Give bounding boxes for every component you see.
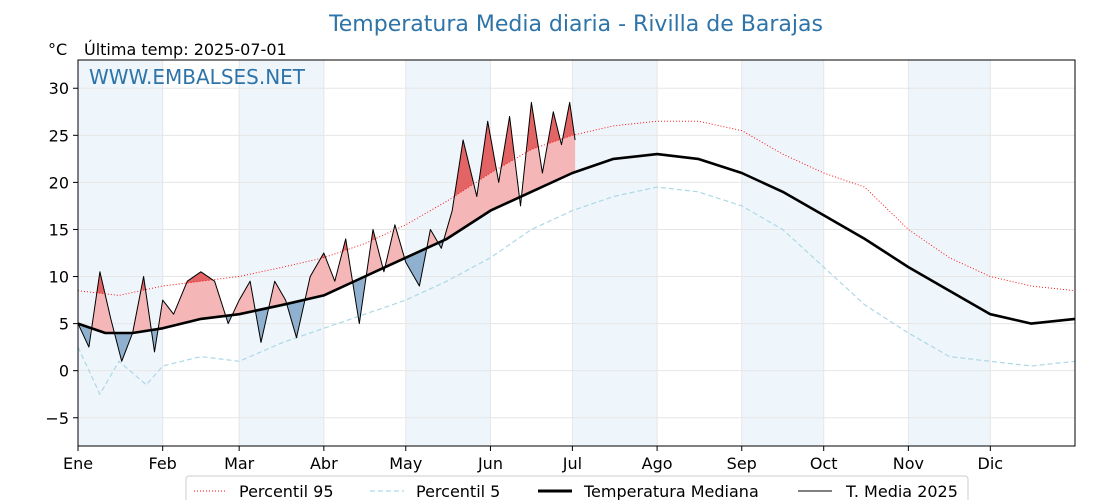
series-lines (77, 101, 1076, 396)
month-band (239, 60, 324, 446)
legend: Percentil 95 Percentil 5 Temperatura Med… (185, 475, 969, 500)
above-median-fill (90, 271, 114, 338)
month-band (908, 60, 991, 446)
series-percentil-95 (77, 120, 1076, 296)
y-axis-ticks: −5 0 5 10 15 20 25 30 (45, 79, 78, 428)
y-tick-label: 30 (49, 79, 69, 98)
above-p95-fill (562, 102, 574, 139)
x-tick-label: Jun (477, 454, 503, 473)
x-tick-label: Mar (224, 454, 255, 473)
y-tick-label: 5 (59, 315, 69, 334)
plot-background (78, 60, 991, 446)
series-t-media-2025 (77, 101, 576, 362)
above-p95-fill (501, 116, 514, 167)
below-median-fill (352, 275, 367, 324)
series-percentil-5 (77, 186, 1076, 396)
y-tick-label: 25 (49, 126, 69, 145)
x-tick-label: Abr (310, 454, 338, 473)
above-p95-fill (97, 271, 104, 294)
month-band (741, 60, 824, 446)
above-p95-fill (547, 111, 561, 144)
legend-label-p95: Percentil 95 (239, 482, 334, 500)
x-tick-label: Sep (727, 454, 757, 473)
x-tick-label: Jul (562, 454, 582, 473)
y-tick-label: −5 (45, 409, 69, 428)
legend-label-p5: Percentil 5 (416, 482, 500, 500)
y-unit-label: °C (48, 40, 67, 59)
above-p95-fill (142, 276, 145, 291)
x-axis-ticks: Ene Feb Mar Abr May Jun Jul Ago Sep Oct Nov Dic (63, 446, 1003, 473)
above-median-fill (157, 271, 226, 335)
x-tick-label: May (389, 454, 422, 473)
legend-label-median: Temperatura Mediana (583, 482, 759, 500)
above-median-fill (442, 116, 520, 244)
above-p95-fill (454, 140, 473, 196)
y-tick-label: 0 (59, 362, 69, 381)
above-median-fill (426, 229, 438, 251)
below-median-fill (113, 329, 132, 362)
above-median-fill (230, 281, 255, 318)
above-p95-fill (527, 102, 539, 152)
plot-frame (77, 59, 1076, 447)
x-tick-label: Nov (893, 454, 924, 473)
watermark: WWW.EMBALSES.NET (89, 65, 306, 89)
above-median-fill (304, 238, 353, 302)
chart-title: Temperatura Media diaria - Rivilla de Ba… (328, 12, 823, 37)
above-p95-fill (187, 271, 212, 283)
month-band (572, 60, 658, 446)
series-temperatura-mediana (77, 152, 1076, 335)
grid-lines (77, 60, 1075, 446)
y-tick-label: 10 (49, 268, 69, 287)
x-tick-label: Oct (810, 454, 838, 473)
x-tick-label: Ene (63, 454, 93, 473)
above-median-fill (366, 229, 383, 277)
above-p95-fill (479, 121, 496, 181)
x-tick-label: Dic (978, 454, 1004, 473)
below-median-fill (285, 299, 305, 338)
x-tick-label: Ago (642, 454, 673, 473)
below-median-fill (225, 315, 231, 324)
legend-label-current: T. Media 2025 (845, 482, 958, 500)
legend-box (185, 475, 969, 500)
y-tick-label: 15 (49, 220, 69, 239)
month-band (78, 60, 163, 446)
last-temp-label: Última temp: 2025-07-01 (84, 40, 287, 59)
x-tick-label: Feb (149, 454, 177, 473)
y-tick-label: 20 (49, 173, 69, 192)
below-median-fill (254, 304, 268, 343)
anomaly-fills (78, 102, 576, 362)
